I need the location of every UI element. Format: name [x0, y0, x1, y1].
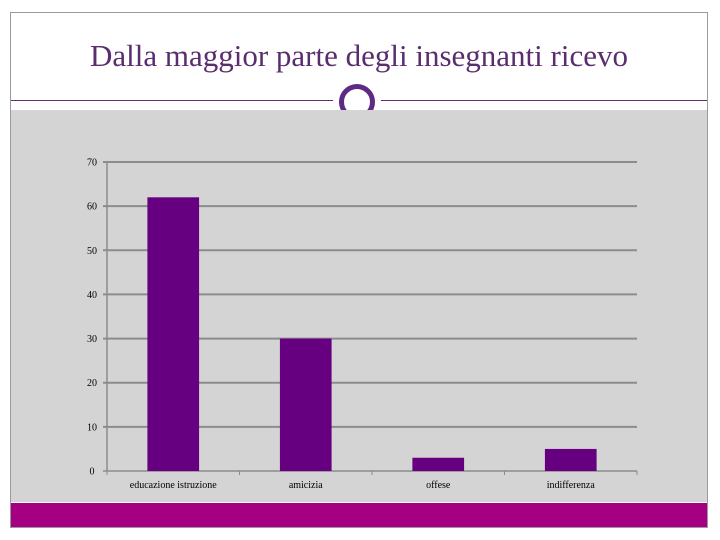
chart-panel	[11, 110, 707, 502]
slide-title: Dalla maggior parte degli insegnanti ric…	[89, 38, 628, 73]
x-category-label: indifferenza	[547, 480, 596, 491]
bar	[544, 448, 597, 471]
y-tick-label: 0	[90, 467, 95, 478]
x-category-label: educazione istruzione	[130, 480, 217, 491]
y-tick-label: 70	[87, 158, 97, 169]
y-tick-label: 40	[87, 290, 97, 301]
bar	[147, 197, 200, 472]
bar	[279, 338, 332, 471]
y-tick-label: 50	[87, 246, 97, 257]
y-tick-label: 20	[87, 378, 97, 389]
x-category-label: amicizia	[289, 480, 323, 491]
y-tick-label: 10	[87, 422, 97, 433]
bar	[412, 457, 465, 471]
y-tick-label: 30	[87, 334, 97, 345]
x-category-label: offese	[426, 480, 451, 491]
y-tick-label: 60	[87, 202, 97, 213]
footer-bar	[11, 503, 707, 527]
